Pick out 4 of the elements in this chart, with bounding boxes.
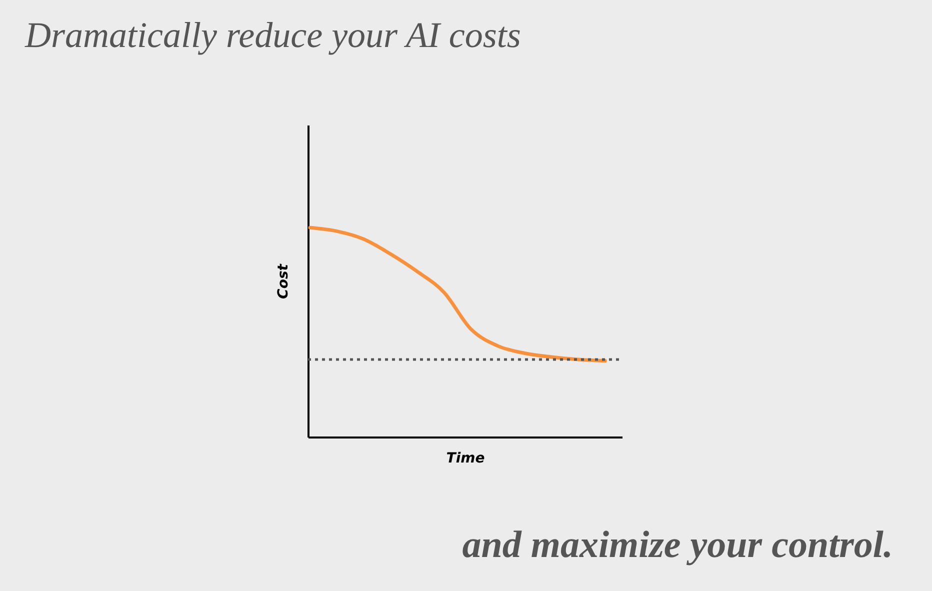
x-axis-title: Time <box>446 450 485 466</box>
y-axis-title: Cost <box>276 262 292 299</box>
chart-title: Dramatically reduce your AI costs <box>24 15 521 55</box>
text: and maximize your control. <box>462 524 893 566</box>
